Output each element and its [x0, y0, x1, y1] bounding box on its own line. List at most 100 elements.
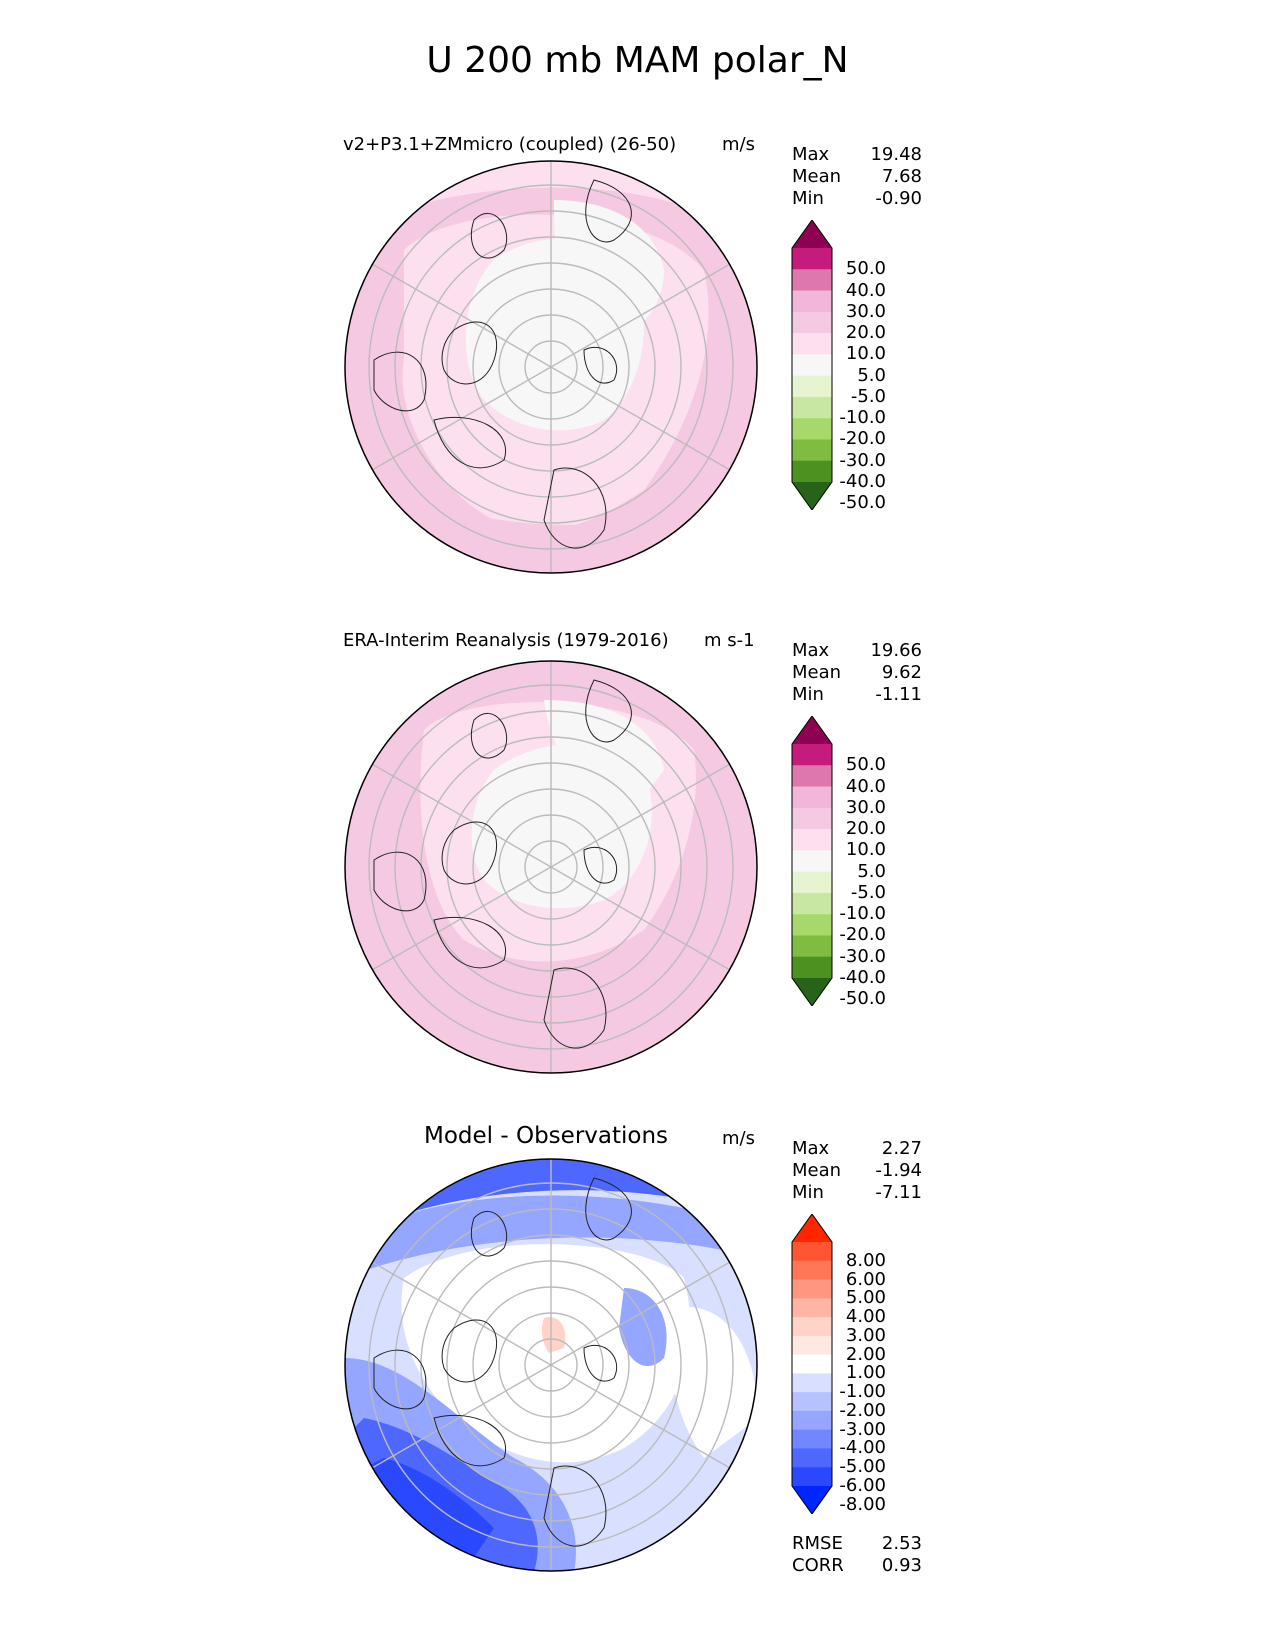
colorbar-segment: [792, 1279, 832, 1299]
panel-model: v2+P3.1+ZMmicro (coupled) (26-50) m/s Ma…: [0, 0, 1275, 574]
colorbar-segment: [792, 807, 832, 830]
panel-stats: Max 2.27 Mean -1.94 Min -7.11: [792, 1138, 922, 1204]
colorbar-segment: [792, 418, 832, 440]
colorbar-segment: [792, 248, 832, 270]
colorbar-segment: [792, 1373, 832, 1393]
footer-value: 0.93: [881, 1555, 922, 1576]
colorbar-tick-label: 50.0: [845, 754, 886, 776]
colorbar-extend-top: [792, 716, 832, 744]
colorbar-tick-label: 10.0: [845, 343, 886, 365]
colorbar-tick-label: -30.0: [839, 449, 886, 471]
colorbar-tick-label: 30.0: [845, 300, 886, 322]
colorbar-tick-label: -20.0: [839, 924, 886, 946]
colorbar-tick-label: -20.0: [839, 428, 886, 450]
colorbar-tick-label: 20.0: [845, 818, 886, 840]
colorbar-tick-label: -3.00: [839, 1418, 886, 1440]
panel-title: Model - Observations: [424, 1123, 669, 1149]
colorbar-segment: [792, 269, 832, 292]
colorbar-segment: [792, 290, 832, 313]
colorbar-tick-label: -50.0: [839, 492, 886, 514]
colorbar-extend-bottom: [792, 978, 832, 1006]
stat-value: 2.27: [881, 1138, 922, 1159]
stat-value: -7.11: [875, 1182, 922, 1203]
colorbar-outline: [791, 1214, 833, 1514]
colorbar-extend-bottom: [792, 1486, 832, 1514]
colorbar-segment: [792, 935, 832, 958]
stat-label: Max: [792, 144, 830, 165]
colorbar-tick-label: 40.0: [845, 775, 886, 797]
colorbar-segment: [792, 333, 832, 355]
colorbar-tick-label: 4.00: [845, 1306, 886, 1328]
colorbar-segment: [792, 850, 832, 873]
footer-label: RMSE: [792, 1533, 843, 1554]
colorbar-tick-label: 20.0: [845, 322, 886, 344]
polar-map-diff: [344, 1158, 758, 1572]
colorbar-segment: [792, 1317, 832, 1337]
panel-units: m s-1: [704, 630, 755, 651]
colorbar-segment: [792, 460, 832, 483]
stat-value: 19.66: [870, 640, 922, 661]
colorbar-segment: [792, 375, 832, 398]
stat-label: Max: [792, 1138, 830, 1159]
colorbar-segment: [792, 1392, 832, 1412]
colorbar-segment: [792, 1410, 832, 1431]
panel-diff: Model - Observations m/s Max 2.27 Mean -1.…: [0, 0, 1275, 1572]
colorbar-tick-label: 5.0: [857, 364, 886, 386]
footer-label: CORR: [792, 1555, 844, 1576]
colorbar-segment: [792, 744, 832, 766]
stat-value: -1.94: [875, 1160, 922, 1181]
colorbar-segment: [792, 956, 832, 979]
colorbar-segment: [792, 1448, 832, 1468]
polar-map-obs: [344, 660, 758, 1074]
colorbar-segment: [792, 829, 832, 851]
colorbar-tick-label: 2.00: [845, 1343, 886, 1365]
colorbar-segment: [792, 311, 832, 334]
colorbar-segment: [792, 1429, 832, 1449]
colorbar-tick-label: -5.0: [850, 881, 886, 903]
panel-title: v2+P3.1+ZMmicro (coupled) (26-50): [343, 134, 677, 155]
colorbar-segment: [792, 1354, 832, 1374]
colorbar-tick-label: 6.00: [845, 1268, 886, 1290]
colorbar-extend-bottom: [792, 482, 832, 510]
colorbar-tick-label: 8.00: [845, 1249, 886, 1271]
colorbar-segment: [792, 786, 832, 809]
stat-label: Min: [792, 188, 824, 209]
colorbar-tick-label: 50.0: [845, 258, 886, 280]
colorbar-segment: [792, 765, 832, 788]
figure-title: U 200 mb MAM polar_N: [426, 40, 849, 81]
polar-map-model: [344, 160, 758, 574]
stat-value: 9.62: [881, 662, 922, 683]
colorbar-tick-label: -2.00: [839, 1399, 886, 1421]
colorbar-tick-label: -1.00: [839, 1381, 886, 1403]
colorbar-tick-label: -10.0: [839, 407, 886, 429]
colorbar-segment: [792, 1298, 832, 1318]
colorbar-tick-label: 30.0: [845, 796, 886, 818]
colorbar-segment: [792, 892, 832, 915]
colorbar-extend-top: [792, 220, 832, 248]
colorbar-tick-label: -50.0: [839, 988, 886, 1010]
colorbar-tick-label: 10.0: [845, 839, 886, 861]
colorbar-tick-label: 40.0: [845, 279, 886, 301]
colorbar-segment: [792, 354, 832, 377]
stat-value: -0.90: [875, 188, 922, 209]
stat-value: -1.11: [875, 684, 922, 705]
colorbar-tick-label: -40.0: [839, 967, 886, 988]
colorbar-wind: [791, 716, 833, 1006]
colorbar-tick-label: 3.00: [845, 1324, 886, 1346]
colorbar-segment: [792, 1467, 832, 1487]
panel-units: m/s: [722, 1128, 755, 1149]
colorbar-segment: [792, 1335, 832, 1356]
colorbar-tick-label: -6.00: [839, 1475, 886, 1496]
panel-obs: ERA-Interim Reanalysis (1979-2016) m s-1…: [0, 0, 1275, 1074]
colorbar-segment: [792, 396, 832, 419]
stat-value: 19.48: [870, 144, 922, 165]
colorbar-tick-label: -10.0: [839, 903, 886, 925]
colorbar-tick-label: -4.00: [839, 1437, 886, 1459]
stat-label: Min: [792, 684, 824, 705]
stat-value: 7.68: [881, 166, 922, 187]
panel-stats: Max 19.66 Mean 9.62 Min -1.11: [792, 640, 922, 706]
colorbar-segment: [792, 1242, 832, 1262]
colorbar-tick-label: -5.0: [850, 385, 886, 407]
panel-title: ERA-Interim Reanalysis (1979-2016): [343, 630, 669, 651]
colorbar-wind: [791, 220, 833, 510]
